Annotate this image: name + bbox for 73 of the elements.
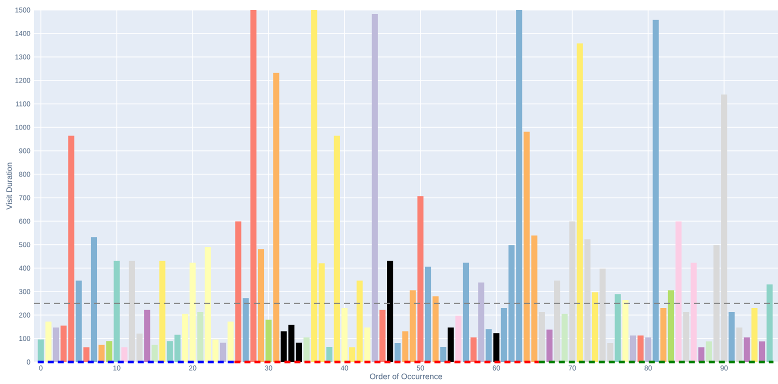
bar — [341, 308, 348, 362]
bar — [668, 290, 674, 362]
bar — [83, 347, 90, 362]
bar — [417, 196, 424, 362]
bar — [364, 328, 370, 362]
bar — [266, 320, 272, 362]
bar — [630, 335, 636, 362]
bar — [744, 337, 750, 362]
bar — [372, 14, 378, 362]
bar — [152, 344, 158, 362]
bar — [304, 337, 310, 362]
bar — [470, 337, 477, 362]
bar — [462, 262, 470, 362]
bar — [524, 132, 530, 362]
bar — [258, 249, 264, 362]
bar — [652, 20, 659, 362]
bar — [683, 312, 690, 362]
bar — [38, 339, 44, 362]
bar — [569, 221, 576, 362]
bar — [197, 312, 204, 362]
bar — [766, 284, 773, 362]
bar — [546, 330, 553, 362]
bar — [379, 310, 386, 362]
bar — [220, 342, 226, 362]
bar — [690, 262, 697, 362]
bar — [114, 260, 120, 362]
bar — [76, 280, 82, 362]
bar — [159, 260, 166, 362]
bar — [90, 237, 98, 362]
bar — [228, 322, 234, 362]
y-axis-title: Visit Duration — [6, 162, 12, 210]
bar — [387, 260, 394, 362]
bar — [676, 221, 682, 362]
bar — [554, 280, 560, 362]
bar — [660, 308, 666, 362]
bar — [424, 266, 432, 362]
bar — [614, 294, 621, 362]
bar — [531, 236, 538, 362]
bar — [576, 43, 583, 362]
bar — [98, 344, 105, 362]
bar — [736, 328, 742, 362]
bar — [144, 310, 150, 362]
bar — [698, 347, 704, 362]
bar — [638, 335, 644, 362]
bar — [440, 346, 446, 362]
bar — [493, 333, 500, 362]
bar — [432, 296, 439, 362]
bar — [538, 312, 545, 362]
x-axis-title: Order of Occurrence — [370, 373, 442, 380]
bar — [706, 341, 712, 362]
bar — [106, 341, 112, 362]
bar — [759, 341, 766, 362]
bar — [562, 314, 568, 362]
bar — [334, 136, 340, 362]
bar — [235, 221, 242, 362]
bar — [592, 292, 598, 362]
bar — [394, 342, 401, 362]
bar — [455, 316, 462, 362]
bar — [273, 72, 280, 362]
bar — [486, 329, 492, 362]
bar — [52, 328, 60, 362]
bar — [645, 337, 652, 362]
bar — [448, 328, 454, 362]
bar — [242, 298, 249, 362]
bar — [326, 346, 332, 362]
bar — [584, 239, 590, 362]
bar — [728, 312, 735, 362]
bar — [121, 347, 128, 362]
bar — [250, 10, 256, 362]
bar — [45, 322, 52, 362]
bar — [751, 308, 758, 362]
bar — [478, 282, 484, 362]
bar — [622, 300, 628, 362]
